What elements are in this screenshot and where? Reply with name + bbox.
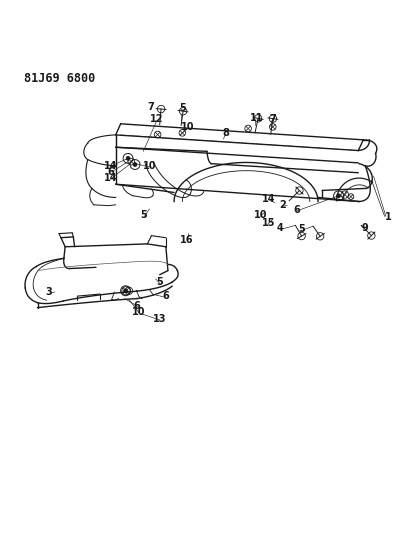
Text: 1: 1 — [384, 212, 390, 222]
Text: 7: 7 — [147, 102, 154, 112]
Text: 8: 8 — [221, 128, 228, 138]
Text: 5: 5 — [297, 224, 304, 235]
Text: 14: 14 — [103, 173, 117, 183]
Text: 7: 7 — [269, 114, 275, 124]
Text: 13: 13 — [152, 314, 166, 324]
Circle shape — [336, 194, 340, 198]
Text: 10: 10 — [132, 306, 145, 317]
Text: 6: 6 — [133, 301, 140, 311]
Text: 5: 5 — [178, 103, 185, 113]
Text: 16: 16 — [179, 235, 193, 245]
Text: 14: 14 — [261, 193, 275, 204]
Text: 6: 6 — [107, 167, 114, 177]
Text: 10: 10 — [181, 122, 195, 132]
Text: 10: 10 — [142, 161, 156, 171]
Text: 14: 14 — [103, 161, 117, 171]
Text: 10: 10 — [253, 210, 266, 220]
Text: 6: 6 — [162, 291, 169, 301]
Text: 3: 3 — [45, 287, 52, 297]
Text: 9: 9 — [360, 223, 367, 233]
Text: 6: 6 — [292, 205, 299, 215]
Text: 15: 15 — [261, 218, 275, 228]
Circle shape — [133, 163, 137, 166]
Text: 12: 12 — [150, 114, 163, 124]
Circle shape — [126, 156, 130, 160]
Text: 5: 5 — [140, 210, 146, 220]
Text: 2: 2 — [279, 200, 286, 210]
Text: 5: 5 — [156, 277, 163, 287]
Text: 4: 4 — [276, 223, 283, 233]
Text: 11: 11 — [249, 114, 262, 124]
Text: 81J69 6800: 81J69 6800 — [24, 72, 95, 85]
Circle shape — [123, 289, 127, 293]
